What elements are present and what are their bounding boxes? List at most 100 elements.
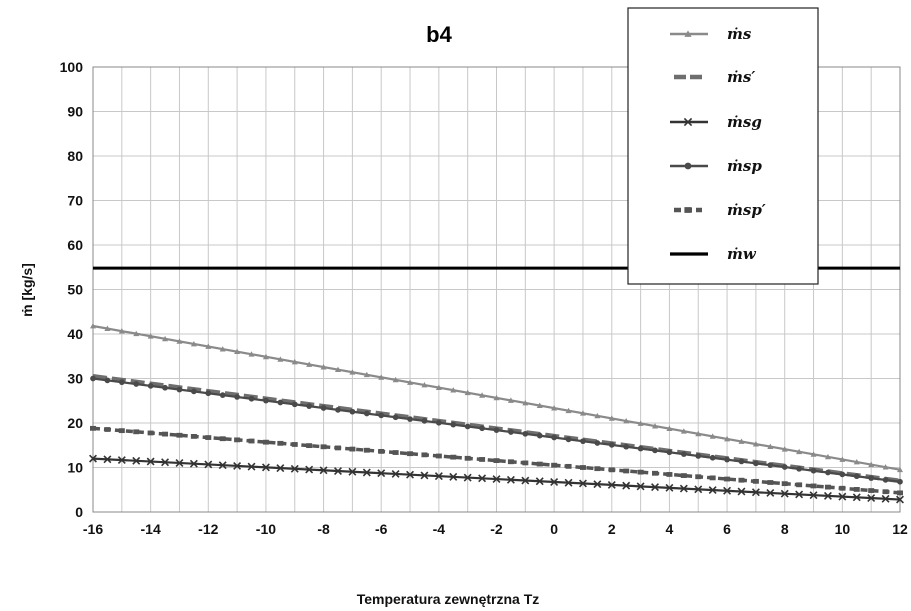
data-point-circle — [709, 454, 716, 461]
data-point-circle — [666, 449, 673, 456]
data-point-circle — [565, 436, 572, 443]
data-point-x — [564, 478, 573, 487]
legend-entry: ṁsp — [670, 157, 762, 175]
data-point-circle — [263, 397, 269, 404]
data-point-circle — [810, 467, 817, 474]
data-point-triangle — [897, 466, 903, 473]
data-point-square — [277, 440, 284, 446]
data-point-circle — [205, 390, 212, 397]
data-point-x — [535, 477, 544, 486]
data-point-square — [118, 428, 125, 434]
data-point-triangle — [839, 456, 846, 462]
data-point-square — [248, 438, 255, 444]
legend-items: ṁs ṁs′ ṁsg ṁsp ṁsp′ ṁw — [670, 25, 766, 263]
data-point-x — [218, 461, 227, 470]
data-point-triangle — [147, 333, 154, 339]
data-point-triangle — [234, 348, 241, 355]
data-point-square — [594, 466, 601, 472]
data-point-triangle — [522, 399, 529, 406]
data-point-triangle — [291, 358, 298, 365]
data-point-circle — [320, 405, 327, 411]
legend-label: ṁsp′ — [727, 201, 766, 219]
data-point-triangle — [392, 376, 399, 383]
data-point-x — [247, 462, 256, 471]
x-tick-label: -12 — [198, 521, 218, 537]
data-point-circle — [536, 432, 543, 439]
data-point-circle — [349, 408, 356, 415]
data-point-square — [666, 472, 673, 477]
data-point-triangle — [205, 343, 212, 349]
data-point-square — [234, 437, 241, 443]
data-point-square — [493, 458, 500, 464]
data-point-square — [637, 469, 644, 475]
data-point-x — [780, 489, 789, 498]
data-point-circle — [753, 460, 759, 467]
data-point-x — [290, 464, 299, 473]
data-point-square — [684, 207, 692, 213]
data-point-circle — [522, 430, 529, 437]
data-point-x — [478, 474, 487, 483]
data-point-triangle — [684, 30, 692, 37]
data-point-triangle — [277, 356, 284, 362]
series-line — [92, 426, 901, 495]
data-point-x — [204, 460, 213, 469]
data-point-x — [751, 488, 760, 497]
x-tick-label: -10 — [256, 521, 276, 537]
data-point-triangle — [306, 361, 313, 367]
data-point-triangle — [709, 433, 716, 439]
data-point-x — [420, 471, 429, 480]
data-point-triangle — [666, 425, 673, 432]
data-point-circle — [378, 412, 385, 419]
x-tick-label: 4 — [666, 521, 674, 537]
data-point-triangle — [190, 340, 197, 347]
data-point-triangle — [176, 338, 183, 344]
x-tick-label: 0 — [550, 521, 558, 537]
legend-label: ṁs — [727, 25, 752, 43]
data-point-triangle — [781, 446, 788, 452]
data-point-circle — [684, 162, 692, 170]
data-point-x — [276, 464, 285, 473]
data-point-circle — [825, 469, 831, 476]
y-tick-label: 70 — [67, 193, 83, 209]
data-point-square — [262, 439, 269, 445]
x-tick-label: 8 — [781, 521, 789, 537]
data-point-x — [737, 487, 746, 496]
data-point-circle — [234, 394, 240, 400]
data-point-triangle — [378, 374, 385, 380]
data-point-x — [795, 490, 804, 499]
data-point-triangle — [536, 402, 543, 408]
data-point-circle — [436, 419, 442, 426]
data-point-circle — [551, 434, 557, 441]
data-point-x — [578, 479, 587, 488]
data-point-x — [896, 495, 904, 504]
data-point-circle — [623, 443, 630, 450]
data-point-x — [683, 117, 693, 127]
data-point-x — [622, 481, 631, 490]
data-point-circle — [306, 403, 313, 410]
data-point-x — [550, 478, 559, 486]
series-group — [89, 454, 904, 504]
data-point-x — [492, 475, 501, 484]
data-point-circle — [868, 475, 875, 481]
x-tick-label: -6 — [375, 521, 388, 537]
data-point-circle — [392, 414, 399, 421]
data-point-circle — [335, 406, 341, 413]
data-point-square — [147, 430, 154, 436]
x-tick-label: 10 — [835, 521, 851, 537]
data-point-square — [421, 452, 428, 458]
data-point-circle — [363, 410, 370, 417]
data-point-triangle — [824, 453, 831, 460]
data-point-x — [636, 482, 645, 491]
data-point-triangle — [219, 346, 226, 352]
legend-label: ṁsp — [727, 157, 762, 175]
data-point-square — [392, 450, 399, 455]
data-point-square — [810, 483, 817, 489]
legend-entry: ṁsg — [670, 113, 762, 131]
data-point-triangle — [507, 397, 514, 403]
data-point-square — [435, 453, 442, 459]
data-point-triangle — [608, 415, 615, 421]
data-point-circle — [608, 442, 615, 448]
data-point-circle — [853, 473, 860, 480]
data-point-square — [738, 477, 745, 483]
legend-entry: ṁs′ — [674, 68, 755, 86]
